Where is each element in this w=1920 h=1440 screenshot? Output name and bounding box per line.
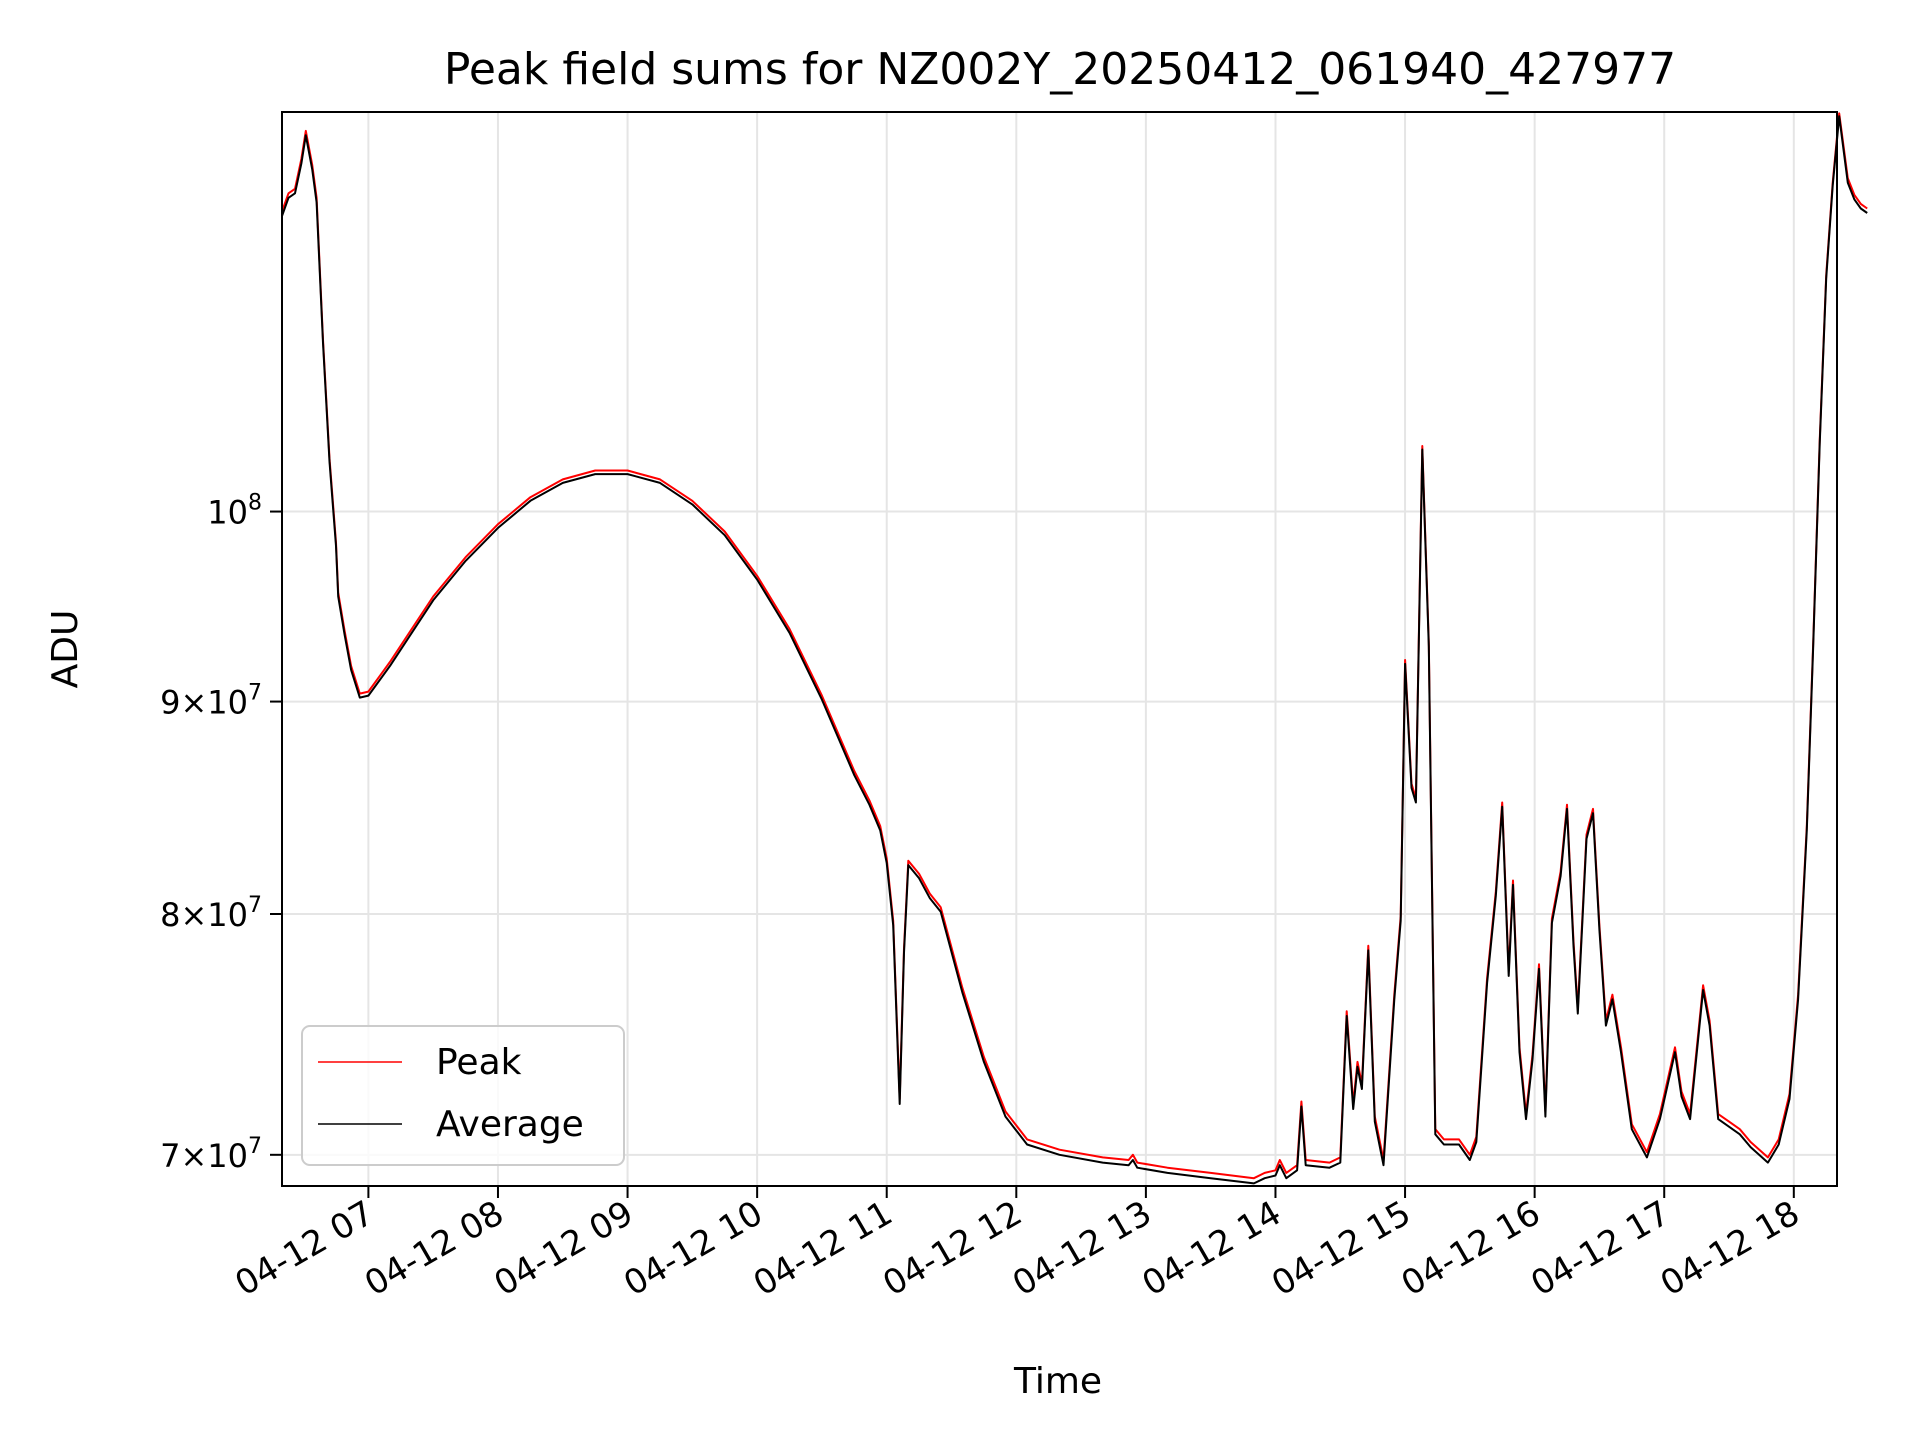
y-tick-label: 108: [207, 491, 262, 532]
series-line-average: [281, 115, 1868, 1185]
legend: Peak Average: [301, 1025, 625, 1166]
plot-frame: [281, 111, 1838, 1187]
y-axis-ticks: 7×107 8×107 9×107 108: [160, 491, 282, 1175]
y-tick-label: 7×107: [160, 1134, 262, 1175]
legend-label-average: Average: [436, 1104, 584, 1145]
y-axis-label: ADU: [45, 610, 86, 689]
plot-series: [281, 112, 1868, 1185]
y-tick-label: 9×107: [160, 681, 262, 722]
legend-frame: [301, 1025, 625, 1166]
chart-title: Peak field sums for NZ002Y_20250412_0619…: [444, 44, 1676, 95]
x-axis-label: Time: [1013, 1361, 1102, 1402]
grid: [282, 112, 1837, 1186]
legend-label-peak: Peak: [436, 1042, 522, 1083]
y-tick-label: 8×107: [160, 893, 262, 934]
